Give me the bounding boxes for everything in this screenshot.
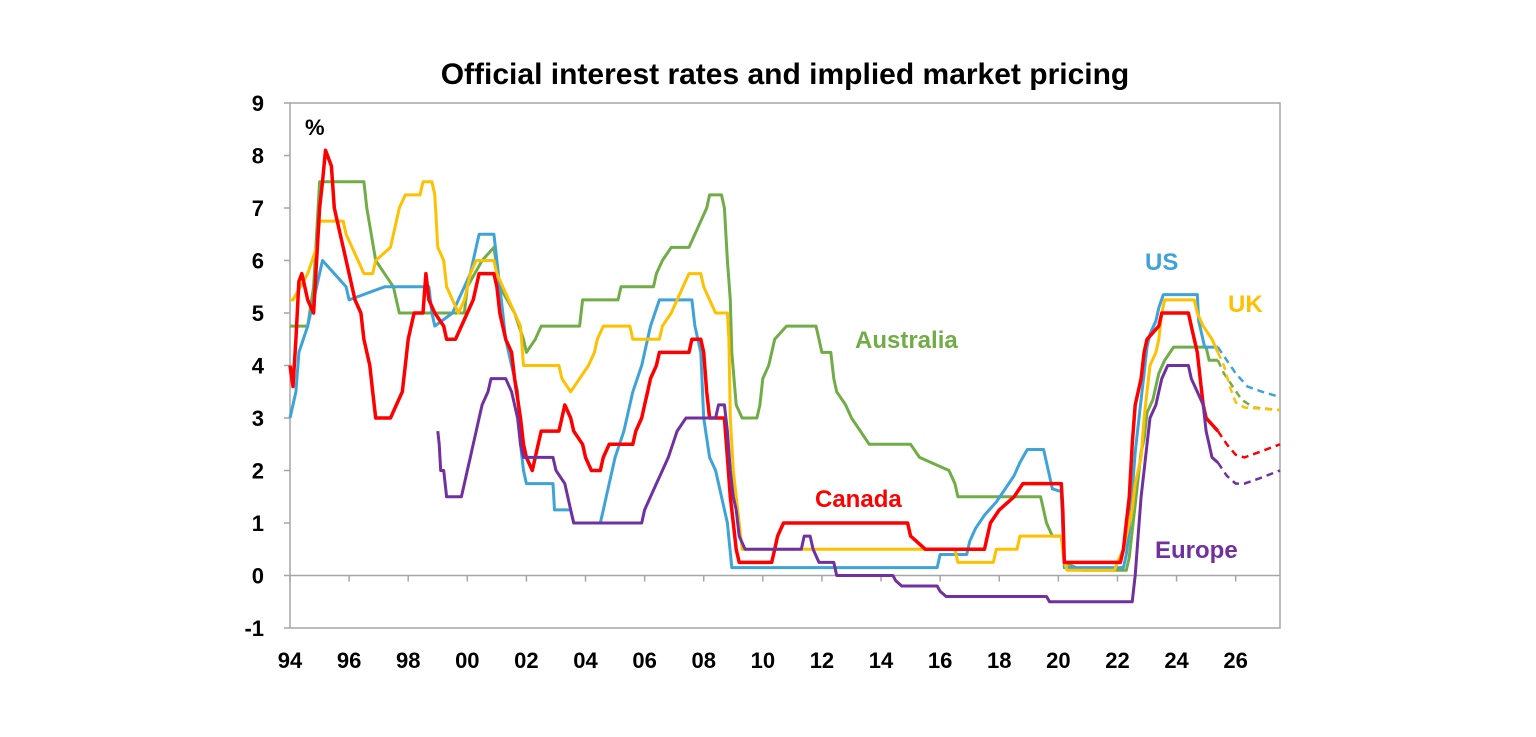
series-label-uk: UK [1228,291,1263,318]
chart-title: Official interest rates and implied mark… [440,58,1130,91]
x-tick-label: 94 [278,648,303,673]
series-label-us: US [1145,249,1178,276]
series-line-us [288,232,1218,570]
series-projection-uk [1216,351,1281,412]
y-tick-label: 2 [252,459,264,484]
x-tick-label: 04 [573,648,598,673]
x-tick-label: 16 [928,648,952,673]
y-tick-label: 5 [252,301,264,326]
x-tick-label: 02 [514,648,538,673]
series-line-australia [290,180,1218,572]
x-tick-label: 24 [1164,648,1189,673]
y-tick-label: 1 [252,511,264,536]
x-tick-label: 26 [1223,648,1247,673]
series-projection-australia [1216,359,1281,412]
x-tick-label: 22 [1105,648,1129,673]
series-line-canada [288,148,1220,565]
x-tick-label: 98 [396,648,420,673]
x-tick-label: 06 [632,648,656,673]
series-label-canada: Canada [815,486,902,513]
y-tick-label: -1 [244,616,264,641]
series-projection-us [1216,346,1281,399]
y-tick-label: 7 [252,196,264,221]
x-tick-label: 18 [987,648,1011,673]
y-tick-label: 9 [252,91,264,116]
x-axis: 94 96 98 00 02 04 06 08 10 12 14 16 18 20 22 24 26 [278,575,1248,673]
series-label-europe: Europe [1155,537,1238,564]
y-tick-label: 8 [252,144,264,169]
x-tick-label: 10 [751,648,775,673]
x-tick-label: 20 [1046,648,1070,673]
y-tick-label: 3 [252,406,264,431]
x-tick-label: 14 [869,648,894,673]
series-line-europe [436,364,1219,604]
series-projection-canada [1216,430,1281,459]
x-tick-label: 00 [455,648,479,673]
series-label-australia: Australia [855,327,958,354]
x-tick-label: 12 [810,648,834,673]
x-tick-label: 96 [337,648,361,673]
y-tick-label: 6 [252,249,264,274]
y-unit-label: % [305,115,325,140]
series-projection-europe [1216,461,1281,485]
y-axis: -1 0 1 2 3 4 5 6 7 8 9 [244,91,290,641]
x-tick-label: 08 [691,648,715,673]
series-line-uk [290,180,1220,572]
y-tick-label: 0 [252,564,264,589]
y-tick-label: 4 [252,354,265,379]
series-group [288,148,1281,604]
